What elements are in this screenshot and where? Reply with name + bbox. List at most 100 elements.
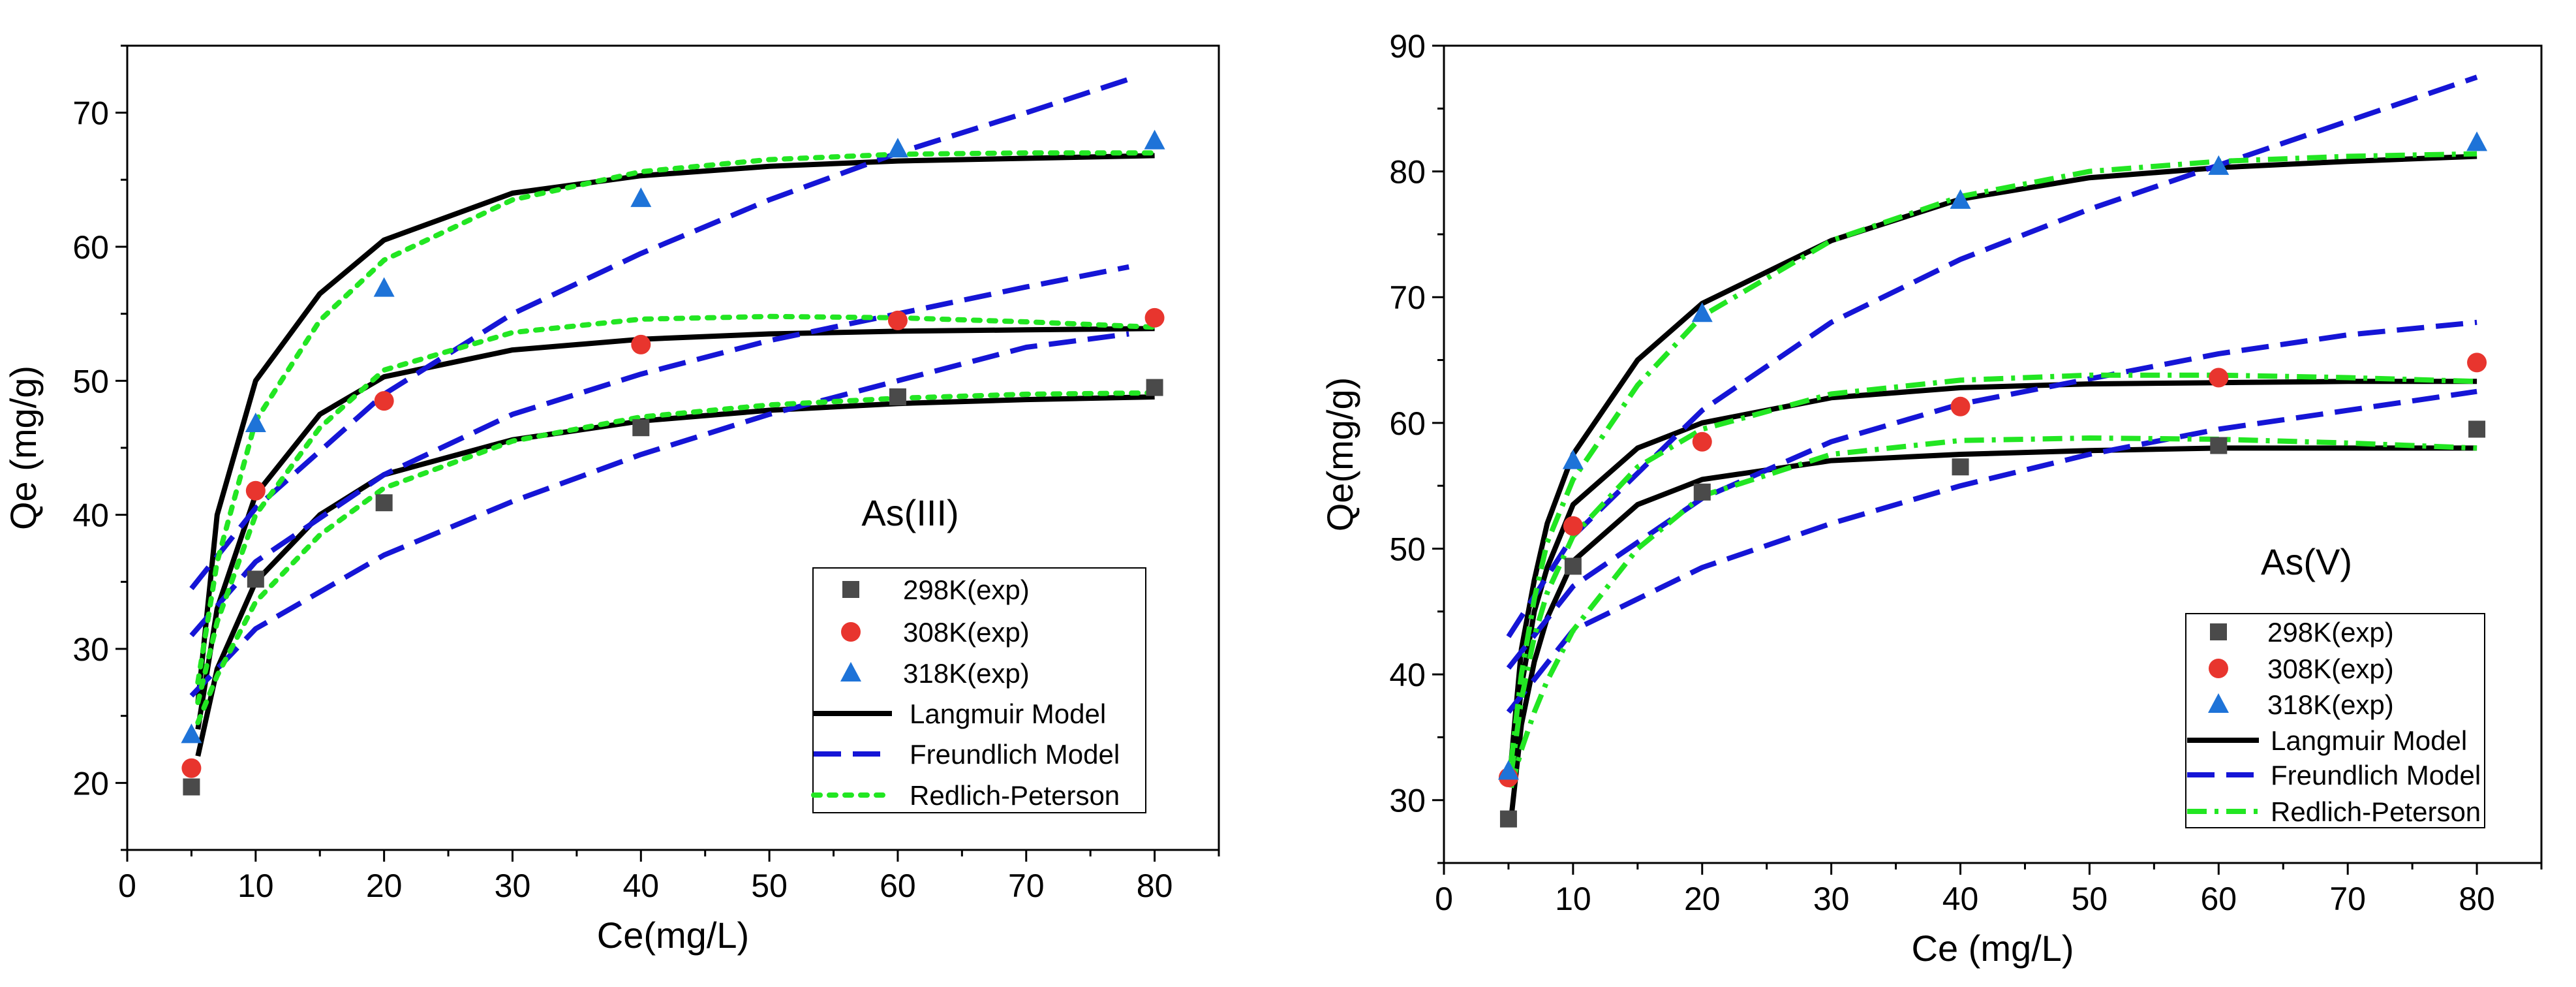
chart2-freundlich-model-curve-1 [1506, 388, 2477, 714]
chart2-y-tick-label: 90 [1389, 28, 1426, 65]
chart1-y-tick-label: 20 [72, 765, 109, 802]
chart1-legend-box [812, 567, 1146, 813]
chart2-x-tick-label: 50 [2072, 881, 2108, 917]
chart2-point-298k-exp [1693, 483, 1711, 501]
chart1-point-318k-exp [887, 138, 908, 158]
chart1-point-298k-exp [247, 571, 264, 588]
chart2-point-298k-exp [1952, 458, 1969, 476]
chart1-legend: 298K(exp) 308K(exp) 318K(exp) Langmuir Mode… [811, 567, 1146, 813]
chart1-point-298k-exp [183, 778, 200, 796]
chart1-point-308k-exp [181, 758, 202, 778]
chart1-point-318k-exp [181, 723, 202, 744]
chart1-x-tick-label: 80 [1137, 868, 1173, 904]
chart1-redlich-peterson-curve-3 [195, 150, 1158, 685]
chart2-x-tick-label: 0 [1435, 881, 1453, 917]
chart2-point-298k-exp [1499, 810, 1517, 828]
chart2-x-tick-label: 40 [1942, 881, 1979, 917]
chart2-point-318k-exp [1950, 189, 1971, 209]
chart1-freundlich-model-curve-1 [189, 331, 1129, 698]
chart2-legend-label: 308K(exp) [2267, 653, 2394, 684]
chart2-freundlich-model-curve-3 [1506, 74, 2478, 638]
chart2-legend-label: 298K(exp) [2267, 617, 2394, 648]
chart2-legend-marker [2210, 623, 2227, 640]
chart1-point-308k-exp [887, 310, 908, 330]
chart1-freundlich-model-curve-2 [189, 264, 1129, 638]
chart1-x-tick-label: 0 [118, 868, 136, 904]
chart2-y-axis-title: Qe(mg/g) [1319, 377, 1360, 532]
chart1-legend-marker [842, 581, 859, 598]
chart2-y-tick-label: 30 [1389, 783, 1426, 819]
chart2-point-308k-exp [1950, 396, 1970, 416]
chart2-legend-label: Redlich-Peterson [2271, 796, 2481, 827]
chart1-x-tick-label: 50 [751, 868, 788, 904]
chart1-legend-label: Langmuir Model [910, 698, 1106, 729]
chart2-point-298k-exp [1564, 557, 1582, 575]
chart1-model-curves [189, 76, 1158, 757]
chart2-point-298k-exp [2210, 437, 2228, 454]
chart2: 0 10 20 30 40 50 60 70 80 30 40 50 60 70 80 90 Ce (mg/L)… [1319, 28, 2543, 969]
chart1-x-tick-label: 70 [1008, 868, 1045, 904]
chart1-legend-label: Freundlich Model [910, 739, 1120, 770]
chart2-point-298k-exp [2468, 420, 2486, 438]
chart1-y-tick-label: 30 [72, 631, 109, 668]
chart2-legend-marker [2209, 659, 2228, 678]
chart1-legend-marker [841, 622, 861, 642]
chart2-point-318k-exp [2466, 131, 2488, 151]
chart2-y-tick-label: 50 [1389, 531, 1426, 567]
chart1-point-298k-exp [375, 494, 393, 512]
chart1-y-tick-label: 60 [72, 229, 109, 266]
chart2-x-tick-label: 60 [2200, 881, 2237, 917]
chart2-point-308k-exp [2209, 368, 2229, 388]
chart2-y-tick-label: 80 [1389, 154, 1426, 191]
chart2-point-308k-exp [2467, 352, 2487, 373]
chart1-legend-label: 298K(exp) [903, 574, 1030, 605]
chart2-legend-label: 318K(exp) [2267, 689, 2394, 720]
chart1-y-tick-label: 40 [72, 497, 109, 534]
chart1-freundlich-model-curve-3 [189, 76, 1130, 591]
chart2-point-308k-exp [1692, 431, 1712, 452]
chart1-point-318k-exp [630, 187, 652, 208]
chart2-legend-marker [2208, 693, 2229, 713]
chart1-point-298k-exp [632, 419, 650, 437]
chart1-y-tick-label: 50 [72, 363, 109, 400]
chart2-legend-box [2185, 613, 2485, 828]
chart1-legend-label: 308K(exp) [903, 617, 1030, 648]
chart1-point-298k-exp [1146, 379, 1163, 396]
chart1-point-318k-exp [245, 413, 266, 433]
chart1-point-298k-exp [889, 388, 906, 405]
chart1: 0 10 20 30 40 50 60 70 80 20 30 40 50 60 70 Ce(mg/L) Qe … [3, 44, 1220, 956]
chart2-legend-label: Freundlich Model [2271, 760, 2481, 791]
chart2-legend: 298K(exp) 308K(exp) 318K(exp) Langmuir Mode… [2185, 613, 2485, 828]
chart1-langmuir-model-curve-3 [195, 153, 1155, 703]
chart1-x-tick-label: 40 [622, 868, 659, 904]
chart1-legend-label: 318K(exp) [903, 658, 1030, 689]
chart1-x-axis-title: Ce(mg/L) [597, 915, 749, 956]
chart1-annotation: As(III) [861, 492, 958, 533]
chart1-legend-label: Redlich-Peterson [910, 780, 1120, 811]
chart1-y-axis-title: Qe (mg/g) [3, 366, 44, 530]
chart2-point-318k-exp [1562, 449, 1584, 469]
chart2-x-tick-label: 30 [1813, 881, 1850, 917]
chart1-x-tick-label: 60 [880, 868, 916, 904]
chart1-langmuir-model-curve-2 [195, 326, 1155, 730]
chart2-point-308k-exp [1563, 516, 1583, 536]
chart1-point-308k-exp [245, 480, 266, 501]
chart1-point-318k-exp [1144, 129, 1165, 149]
chart2-x-tick-label: 80 [2459, 881, 2495, 917]
chart1-x-tick-label: 20 [366, 868, 403, 904]
chart2-y-tick-label: 60 [1389, 405, 1426, 442]
chart2-plot-frame [1443, 44, 2543, 864]
chart2-point-318k-exp [1691, 302, 1713, 322]
chart1-point-308k-exp [631, 334, 651, 354]
chart2-y-tick-label: 70 [1389, 279, 1426, 316]
chart2-legend-label: Langmuir Model [2271, 725, 2467, 756]
chart2-y-tick-label: 40 [1389, 657, 1426, 693]
chart1-point-308k-exp [374, 391, 394, 411]
chart1-y-tick-label: 70 [72, 95, 109, 132]
chart1-legend-marker [840, 662, 861, 682]
chart2-x-tick-label: 10 [1555, 881, 1591, 917]
chart2-annotation: As(V) [2261, 541, 2352, 582]
chart2-x-axis-title: Ce (mg/L) [1912, 928, 2074, 969]
chart2-x-tick-label: 20 [1684, 881, 1721, 917]
